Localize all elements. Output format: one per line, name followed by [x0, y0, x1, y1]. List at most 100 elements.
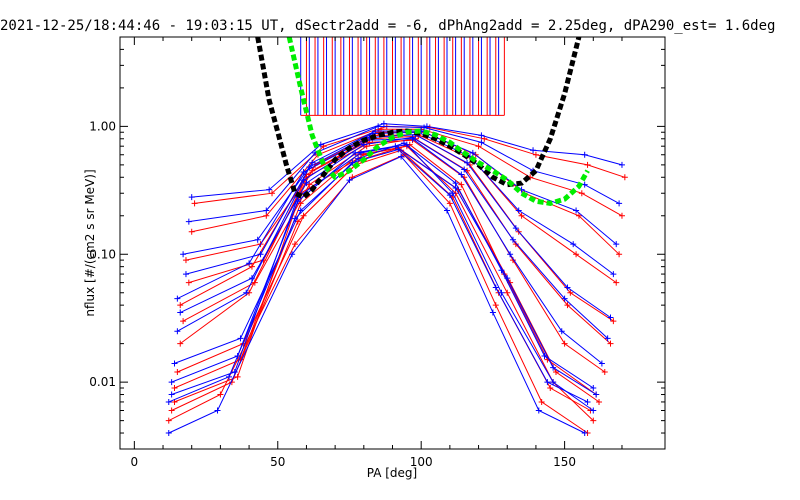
- red-spectrum-point: [584, 161, 591, 168]
- blue-spectrum-point: [188, 194, 195, 201]
- red-spectrum-point: [596, 398, 603, 405]
- blue-spectrum-point: [346, 177, 353, 184]
- blue-spectrum-point: [174, 328, 181, 335]
- red-spectrum-point: [567, 289, 574, 296]
- red-spectrum-point: [616, 251, 623, 258]
- red-spectrum-line: [182, 138, 611, 344]
- y-tick-label: 0.10: [89, 247, 116, 261]
- blue-spectrum-point: [243, 289, 250, 296]
- blue-spectrum-point: [535, 407, 542, 414]
- blue-spectrum-point: [291, 215, 298, 222]
- blue-spectrum-point: [530, 147, 537, 154]
- blue-spectrum-point: [380, 120, 387, 127]
- red-spectrum-point: [590, 417, 597, 424]
- blue-spectrum-point: [423, 123, 430, 130]
- red-spectrum-point: [573, 251, 580, 258]
- blue-spectrum-point: [613, 241, 620, 248]
- red-spectrum-point: [177, 340, 184, 347]
- blue-spectrum-point: [507, 251, 514, 258]
- y-axis-label: nflux [#/(cm2 s sr MeV)]: [83, 169, 97, 316]
- blue-spectrum-point: [544, 379, 551, 386]
- blue-spectrum-point: [444, 207, 450, 214]
- red-spectrum-point: [291, 241, 298, 248]
- blue-spectrum-point: [558, 328, 565, 335]
- red-spectrum-point: [191, 200, 198, 207]
- blue-spectrum-point: [214, 407, 221, 414]
- blue-spectrum-point: [478, 139, 485, 146]
- blue-spectrum-point: [171, 360, 178, 367]
- red-spectrum-point: [174, 369, 181, 376]
- blue-spectrum-point: [478, 132, 485, 139]
- blue-spectrum-point: [165, 430, 172, 437]
- blue-spectrum-line: [177, 134, 611, 318]
- blue-spectrum-point: [303, 180, 310, 187]
- red-spectrum-point: [188, 228, 195, 235]
- red-spectrum-point: [610, 318, 617, 325]
- blue-spectrum-point: [610, 271, 617, 278]
- red-spectrum-point: [248, 263, 255, 270]
- blue-spectrum-point: [464, 159, 471, 166]
- red-spectrum-point: [182, 257, 189, 264]
- blue-spectrum-point: [266, 186, 273, 193]
- blue-spectrum-point: [590, 384, 597, 391]
- blue-spectrum-point: [550, 379, 557, 386]
- red-spectrum-point: [601, 369, 608, 376]
- blue-spectrum-point: [177, 309, 184, 316]
- red-spectrum-point: [621, 174, 628, 181]
- red-spectrum-point: [234, 373, 241, 380]
- blue-spectrum-point: [564, 284, 571, 291]
- blue-spectrum-point: [498, 289, 505, 296]
- red-spectrum-line: [179, 139, 606, 373]
- blue-spectrum-point: [349, 159, 356, 166]
- red-spectrum-point: [492, 302, 499, 309]
- blue-spectrum-point: [248, 275, 255, 282]
- blue-spectrum-point: [372, 128, 379, 135]
- blue-spectrum-point: [300, 168, 307, 175]
- blue-spectrum-point: [182, 271, 189, 278]
- blue-spectrum-point: [392, 143, 399, 150]
- blue-spectrum-point: [168, 391, 175, 398]
- blue-spectrum-point: [257, 251, 264, 258]
- red-spectrum-point: [607, 340, 614, 347]
- red-spectrum-point: [504, 289, 511, 296]
- data-layer: [165, 37, 628, 437]
- blue-spectrum-point: [174, 295, 181, 302]
- red-spectrum-point: [263, 212, 270, 219]
- blue-spectrum-point: [400, 140, 407, 147]
- blue-spectrum-point: [509, 236, 516, 243]
- blue-spectrum-point: [492, 284, 499, 291]
- blue-spectrum-point: [581, 181, 588, 188]
- red-spectrum-point: [168, 407, 175, 414]
- red-spectrum-point: [217, 391, 224, 398]
- red-spectrum-point: [375, 129, 382, 136]
- blue-spectrum-point: [550, 364, 557, 371]
- red-spectrum-point: [518, 212, 525, 219]
- red-spectrum-point: [538, 398, 545, 405]
- blue-spectrum-point: [616, 200, 623, 207]
- red-spectrum-point: [177, 302, 184, 309]
- x-tick-label: 0: [131, 455, 139, 469]
- fit-curve-green: [286, 37, 590, 206]
- blue-spectrum-point: [504, 275, 511, 282]
- y-tick-label: 1.00: [89, 119, 116, 133]
- x-axis-label: PA [deg]: [367, 466, 417, 480]
- red-spectrum-point: [458, 181, 465, 188]
- blue-spectrum-point: [570, 241, 577, 248]
- blue-spectrum-point: [604, 335, 611, 342]
- blue-spectrum-point: [357, 149, 364, 156]
- blue-spectrum-point: [489, 309, 496, 316]
- blue-spectrum-point: [573, 207, 580, 214]
- blue-spectrum-point: [309, 159, 316, 166]
- red-spectrum-point: [578, 190, 585, 197]
- blue-spectrum-point: [598, 360, 605, 367]
- blue-spectrum-point: [185, 218, 192, 225]
- red-spectrum-point: [185, 279, 192, 286]
- red-spectrum-point: [618, 212, 625, 219]
- x-tick-label: 150: [553, 455, 576, 469]
- x-tick-label: 50: [270, 455, 285, 469]
- blue-spectrum-point: [561, 295, 568, 302]
- blue-spectrum-point: [461, 166, 468, 173]
- blue-spectrum-point: [584, 398, 591, 405]
- red-spectrum-point: [446, 200, 453, 207]
- blue-spectrum-point: [289, 251, 296, 258]
